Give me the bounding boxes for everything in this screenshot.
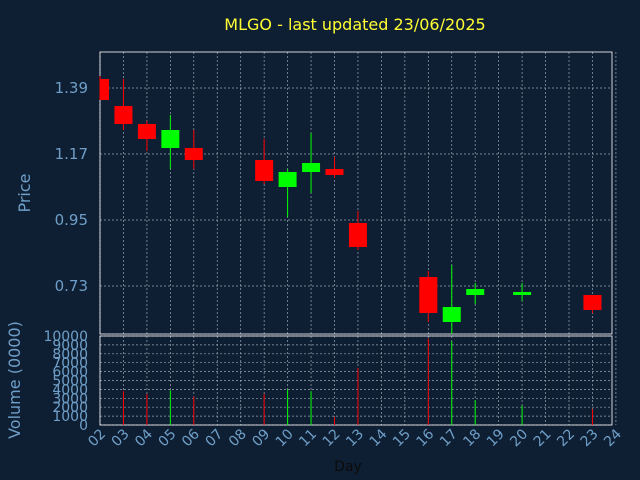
candle-body xyxy=(137,124,156,139)
candle-body xyxy=(513,292,532,295)
volume-tick-label: 1000 xyxy=(52,409,88,425)
x-tick-label: 18 xyxy=(460,426,484,450)
x-tick-label: 22 xyxy=(554,426,578,450)
x-tick-label: 21 xyxy=(531,426,555,450)
candle-body xyxy=(325,169,344,175)
volume-tick-label: 9000 xyxy=(52,338,88,354)
x-tick-label: 10 xyxy=(273,426,297,450)
x-tick-label: 05 xyxy=(156,426,180,450)
candle-body xyxy=(302,163,321,172)
candle-body xyxy=(100,79,109,100)
volume-tick-label: 5000 xyxy=(52,374,88,390)
candle-body xyxy=(442,307,461,322)
candle-body xyxy=(184,148,203,160)
chart-title: MLGO - last updated 23/06/2025 xyxy=(224,15,485,34)
candles xyxy=(99,76,602,334)
volume-tick-label: 3000 xyxy=(52,391,88,407)
x-tick-label: 03 xyxy=(109,426,133,450)
volume-tick-label: 8000 xyxy=(52,347,88,363)
x-tick-label: 13 xyxy=(343,426,367,450)
x-tick-label: 07 xyxy=(202,426,226,450)
volume-tick-label: 4000 xyxy=(52,382,88,398)
x-tick-label: 08 xyxy=(226,426,250,450)
x-tick-label: 24 xyxy=(601,426,625,450)
x-tick-label: 19 xyxy=(484,426,508,450)
x-tick-label: 20 xyxy=(507,426,531,450)
price-tick-label: 0.73 xyxy=(55,277,88,295)
volume-axis-label: Volume (0000) xyxy=(5,321,24,439)
x-tick-label: 09 xyxy=(249,426,273,450)
volume-tick-label: 10000 xyxy=(43,329,88,345)
candle-body xyxy=(583,295,602,310)
volume-panel-frame xyxy=(99,335,613,426)
price-panel-frame xyxy=(99,51,613,335)
x-tick-label: 14 xyxy=(367,426,391,450)
candle-body xyxy=(278,172,297,187)
volume-tick-label: 7000 xyxy=(52,356,88,372)
volume-tick-label: 0 xyxy=(79,418,88,434)
x-tick-label: 02 xyxy=(85,426,109,450)
candle-body xyxy=(255,160,274,181)
x-tick-label: 06 xyxy=(179,426,203,450)
x-axis-label: Day xyxy=(334,459,362,475)
volume-tick-label: 6000 xyxy=(52,365,88,381)
candle-body xyxy=(114,106,133,124)
candle-body xyxy=(419,277,438,313)
price-y-ticks: 0.73 0.95 1.17 1.39 xyxy=(55,79,88,295)
price-tick-label: 1.17 xyxy=(55,145,88,163)
x-tick-label: 17 xyxy=(437,426,461,450)
price-tick-label: 0.95 xyxy=(55,211,88,229)
volume-tick-label: 2000 xyxy=(52,400,88,416)
candle-body xyxy=(161,130,180,148)
price-grid xyxy=(99,52,617,334)
candle-body xyxy=(466,289,485,295)
x-tick-label: 04 xyxy=(132,426,156,450)
x-tick-label: 15 xyxy=(390,426,414,450)
volume-bars xyxy=(122,338,593,425)
volume-y-ticks: 0100020003000400050006000700080009000100… xyxy=(43,329,88,434)
price-tick-label: 1.39 xyxy=(55,79,88,97)
candle-body xyxy=(348,223,367,247)
price-axis-label: Price xyxy=(15,173,34,212)
x-tick-label: 12 xyxy=(320,426,344,450)
x-ticks: 02 03 04 05 06 07 08 09 10 11 12 13 14 15 16 17 18 19 20 21… xyxy=(85,426,625,450)
x-tick-label: 23 xyxy=(578,426,602,450)
x-tick-label: 16 xyxy=(414,426,438,450)
x-tick-label: 11 xyxy=(296,426,320,450)
